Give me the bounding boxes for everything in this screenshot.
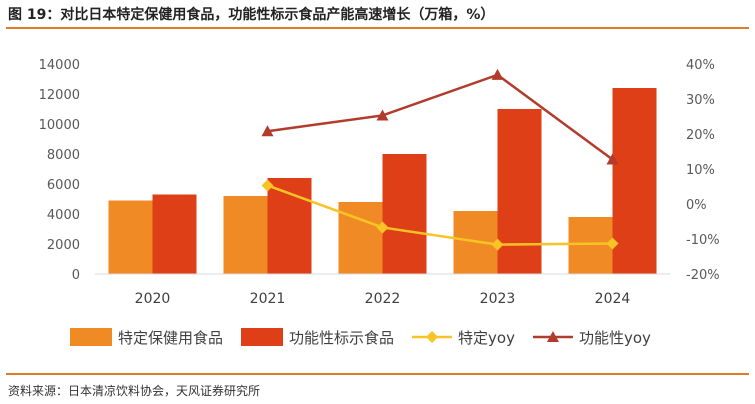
line-功能性yoy bbox=[267, 73, 614, 161]
y-right-tick-label: 10% bbox=[686, 163, 715, 178]
bar-功能性标示食品-2024 bbox=[612, 88, 657, 274]
top-divider bbox=[6, 27, 749, 29]
legend-swatch bbox=[241, 328, 284, 346]
axes: 0 2000 4000 6000 8000 10000 12000 14000 -20% -10%… bbox=[39, 58, 720, 307]
legend-label: 功能性yoy bbox=[579, 329, 651, 347]
legend-label: 特定保健用食品 bbox=[118, 329, 223, 347]
line-group bbox=[261, 68, 619, 251]
legend: 特定保健用食品 功能性标示食品 特定yoy 功能性yoy bbox=[70, 328, 651, 347]
y-left-tick-label: 2000 bbox=[47, 238, 80, 253]
legend-label: 特定yoy bbox=[458, 329, 515, 347]
legend-item-特定yoy: 特定yoy bbox=[412, 329, 515, 347]
point-特定yoy-2024 bbox=[606, 237, 619, 250]
y-left-tick-label: 14000 bbox=[39, 58, 80, 73]
point-功能性yoy-2023 bbox=[491, 68, 504, 80]
y-left-tick-label: 0 bbox=[72, 268, 80, 283]
legend-marker bbox=[426, 331, 439, 343]
bar-功能性标示食品-2023 bbox=[497, 109, 542, 274]
legend-label: 功能性标示食品 bbox=[289, 329, 394, 347]
line-特定yoy bbox=[267, 184, 613, 246]
y-right-tick-label: -20% bbox=[686, 268, 720, 283]
y-left-tick-label: 10000 bbox=[39, 118, 80, 133]
point-特定yoy-2021 bbox=[261, 179, 274, 192]
x-tick-label: 2022 bbox=[365, 291, 401, 307]
point-功能性yoy-2022 bbox=[376, 109, 389, 121]
y-right-tick-label: 20% bbox=[686, 128, 715, 143]
source-note: 资料来源：日本清凉饮料协会，天风证券研究所 bbox=[8, 384, 261, 398]
y-right-tick-label: -10% bbox=[686, 233, 720, 248]
y-left-tick-label: 4000 bbox=[47, 208, 80, 223]
bar-特定保健用食品-2021 bbox=[223, 196, 268, 274]
bar-功能性标示食品-2022 bbox=[382, 154, 427, 274]
bar-特定保健用食品-2024 bbox=[568, 217, 613, 274]
legend-marker bbox=[546, 331, 559, 342]
legend-item-功能性yoy: 功能性yoy bbox=[532, 329, 651, 347]
y-left-tick-label: 8000 bbox=[47, 148, 80, 163]
point-特定yoy-2022 bbox=[376, 221, 389, 234]
legend-item-特定保健用食品: 特定保健用食品 bbox=[70, 328, 223, 347]
x-tick-label: 2024 bbox=[595, 291, 631, 307]
point-功能性yoy-2021 bbox=[261, 125, 274, 137]
figure-title: 图 19：对比日本特定保健用食品，功能性标示食品产能高速增长（万箱，%） bbox=[8, 7, 495, 23]
x-tick-label: 2020 bbox=[135, 291, 171, 307]
bar-特定保健用食品-2020 bbox=[108, 200, 153, 274]
y-right-tick-label: 30% bbox=[686, 93, 715, 108]
bottom-divider bbox=[6, 373, 749, 375]
y-left-tick-label: 6000 bbox=[47, 178, 80, 193]
x-tick-label: 2023 bbox=[480, 291, 516, 307]
legend-item-功能性标示食品: 功能性标示食品 bbox=[241, 328, 394, 347]
bar-功能性标示食品-2020 bbox=[152, 194, 197, 274]
legend-swatch bbox=[70, 328, 112, 346]
y-right-tick-label: 40% bbox=[686, 58, 715, 73]
y-right-tick-label: 0% bbox=[686, 198, 707, 213]
y-left-tick-label: 12000 bbox=[39, 88, 80, 103]
point-特定yoy-2023 bbox=[491, 238, 504, 251]
point-功能性yoy-2024 bbox=[606, 153, 619, 165]
x-tick-label: 2021 bbox=[250, 291, 286, 307]
